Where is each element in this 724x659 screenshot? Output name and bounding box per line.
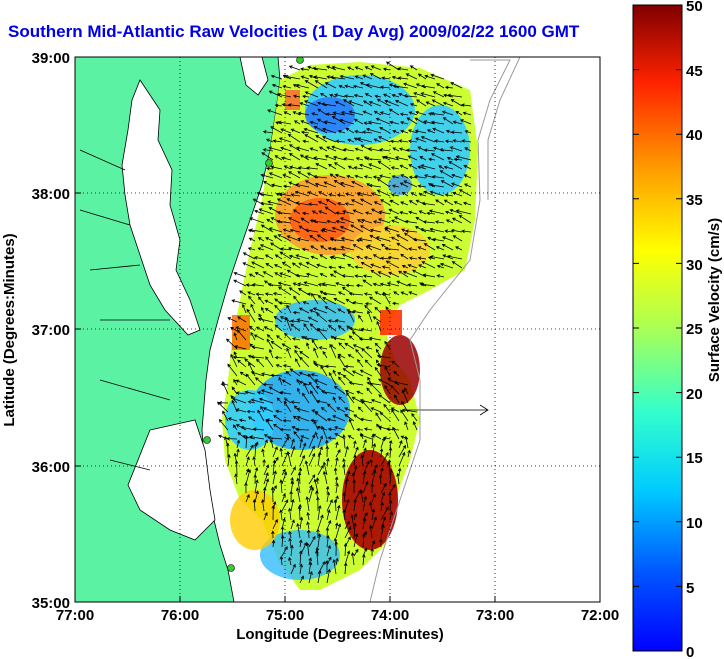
colorbar-tick-label: 45 <box>686 63 703 80</box>
colorbar-tick-label: 40 <box>686 127 703 144</box>
station-marker <box>265 159 273 167</box>
colorbar-tick-label: 25 <box>686 321 703 338</box>
y-tick-label: 39:00 <box>32 50 70 67</box>
y-axis-label: Latitude (Degrees:Minutes) <box>1 233 18 426</box>
x-tick-label: 75:00 <box>266 607 304 624</box>
velocity-arrows <box>217 61 489 584</box>
colorbar-tick-label: 10 <box>686 515 703 532</box>
isobath-line <box>369 59 511 602</box>
tick-marks <box>75 192 496 602</box>
colorbar-tick-label: 15 <box>686 450 703 467</box>
bay-water <box>121 79 201 336</box>
colorbar-label: Surface Velocity (cm/s) <box>706 218 723 382</box>
colorbar-tick-path <box>633 4 682 652</box>
colorbar <box>632 4 683 652</box>
colorbar-tick-label: 35 <box>686 192 703 209</box>
river-lines <box>79 149 171 471</box>
y-tick-label: 36:00 <box>32 459 70 476</box>
grid-lines <box>75 57 600 602</box>
y-tick-label: 35:00 <box>32 595 70 612</box>
isobath-line-2 <box>487 57 521 200</box>
colorbar-tick-label: 30 <box>686 257 703 274</box>
x-tick-label: 77:00 <box>56 607 94 624</box>
colorbar-tick-label: 50 <box>686 0 703 15</box>
pamlico-sound <box>127 419 216 541</box>
radar-stations <box>203 57 304 572</box>
colorbar-tick-label: 20 <box>686 386 703 403</box>
x-axis-label: Longitude (Degrees:Minutes) <box>236 626 444 643</box>
station-marker <box>227 564 235 572</box>
colorbar-ticks <box>633 4 682 652</box>
x-tick-label: 73:00 <box>476 607 514 624</box>
station-marker <box>296 57 304 64</box>
colorbar-tick-label: 5 <box>686 580 694 597</box>
x-tick-label: 76:00 <box>161 607 199 624</box>
arrow-path <box>217 61 472 584</box>
colorbar-tick-label: 0 <box>686 644 694 659</box>
y-tick-label: 37:00 <box>32 322 70 339</box>
y-tick-label: 38:00 <box>32 186 70 203</box>
station-marker <box>203 436 211 444</box>
delaware-bay <box>239 57 269 96</box>
long-arrow <box>405 404 489 416</box>
x-tick-label: 74:00 <box>371 607 409 624</box>
plot-title: Southern Mid-Atlantic Raw Velocities (1 … <box>8 22 580 41</box>
x-tick-label: 72:00 <box>581 607 619 624</box>
